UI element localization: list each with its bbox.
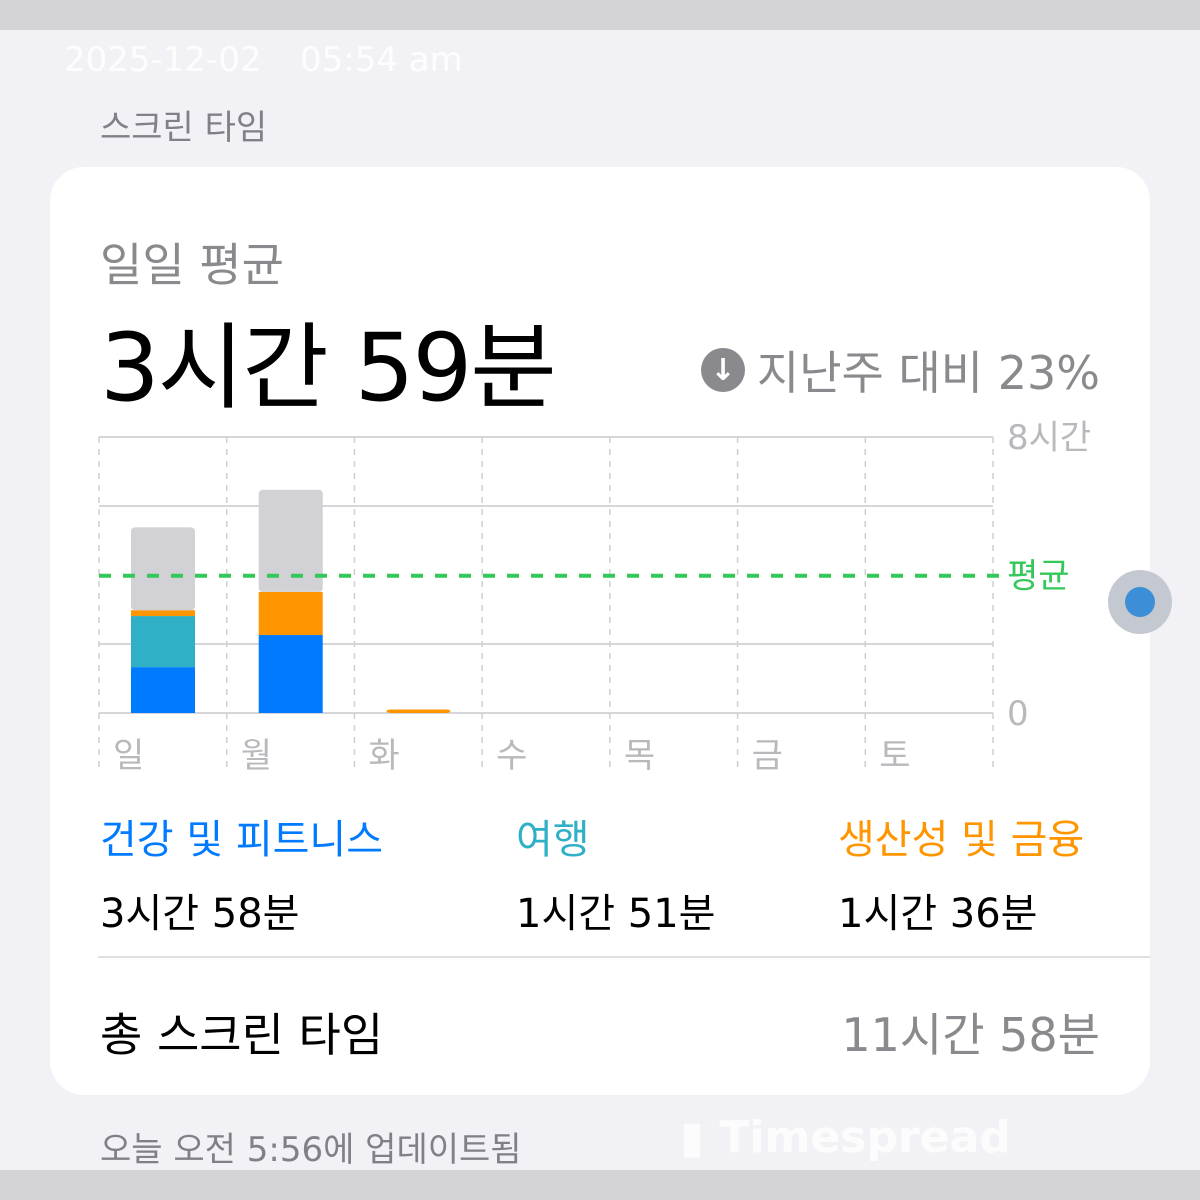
bar-segment <box>258 489 323 592</box>
assistive-touch-handle[interactable] <box>1108 570 1172 634</box>
bar-segment <box>258 591 323 636</box>
date-stamp: 2025-12-02 <box>64 40 262 80</box>
x-tick-label: 화 <box>368 736 399 776</box>
updated-text: 오늘 오전 5:56에 업데이트됨 <box>100 1130 522 1170</box>
handle-dot <box>1125 587 1155 617</box>
time-stamp: 05:54 am <box>300 40 463 80</box>
bar-segment <box>386 709 451 713</box>
watermark-text: Timespread <box>719 1112 1011 1163</box>
average-label: 평균 <box>1007 557 1070 597</box>
daily-average-label: 일일 평균 <box>100 238 284 292</box>
category-value: 1시간 36분 <box>838 891 1038 937</box>
category-health[interactable]: 건강 및 피트니스 3시간 58분 <box>100 807 383 939</box>
total-value: 11시간 58분 <box>841 1008 1100 1062</box>
category-name: 생산성 및 금융 <box>838 817 1085 863</box>
x-tick-label: 금 <box>752 736 783 776</box>
y-tick-label: 0 <box>1007 694 1029 734</box>
page-title: 스크린 타임 <box>100 108 268 148</box>
week-comparison-text: 지난주 대비 23% <box>756 346 1100 400</box>
x-tick-label: 일 <box>113 736 144 776</box>
daily-average-value: 3시간 59분 <box>100 314 557 423</box>
watermark: ▮ Timespread <box>680 1112 1011 1163</box>
bar-segment <box>131 616 195 668</box>
x-tick-label: 토 <box>879 736 910 776</box>
x-tick-label: 수 <box>496 736 527 776</box>
usage-chart[interactable]: 일 월 화 수 목 금 토 평균 8시간 0 <box>50 167 1150 787</box>
y-tick-label: 8시간 <box>1007 418 1091 458</box>
x-tick-label: 목 <box>624 736 655 776</box>
divider <box>98 956 1150 958</box>
week-comparison: ↓ 지난주 대비 23% <box>700 337 1100 403</box>
total-label[interactable]: 총 스크린 타임 <box>100 1008 384 1062</box>
bar-segment <box>131 610 195 617</box>
screen-time-card[interactable]: 일일 평균 3시간 59분 ↓ 지난주 대비 23% 일 월 화 수 목 금 토 평균 8시간 0… <box>50 167 1150 1095</box>
category-name: 여행 <box>516 817 590 863</box>
category-value: 1시간 51분 <box>516 891 716 937</box>
category-productivity[interactable]: 생산성 및 금융 1시간 36분 <box>838 807 1084 939</box>
bar-segment <box>258 635 323 713</box>
category-value: 3시간 58분 <box>100 891 300 937</box>
category-name: 건강 및 피트니스 <box>100 817 384 863</box>
category-travel[interactable]: 여행 1시간 51분 <box>516 807 715 939</box>
x-tick-label: 월 <box>241 736 272 776</box>
arrow-down-circle-icon: ↓ <box>700 348 745 392</box>
bar-segment <box>131 527 195 611</box>
bar-segment <box>131 667 195 713</box>
